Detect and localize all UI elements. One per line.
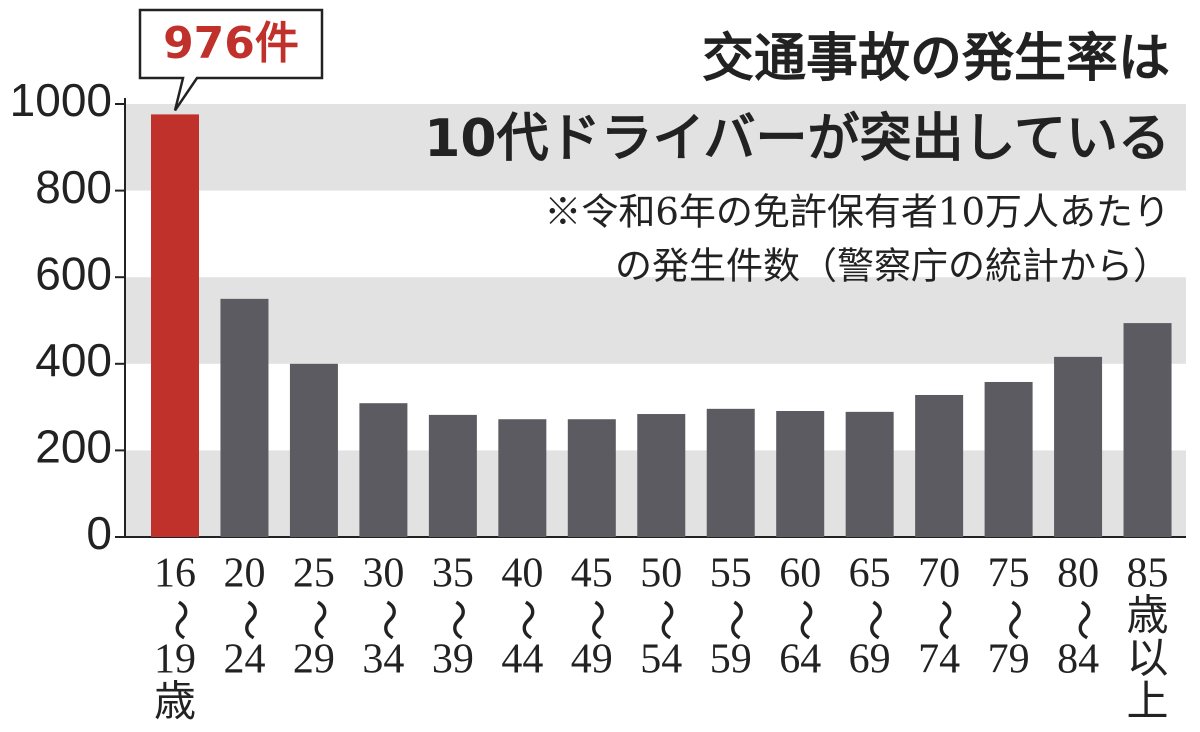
- bar: [1123, 323, 1172, 537]
- x-tick-label: 〜: [919, 599, 965, 641]
- y-tick-label: 0: [86, 507, 112, 559]
- x-tick-label: 〜: [572, 599, 618, 641]
- x-tick-label: 〜: [503, 599, 549, 641]
- chart-note: の発生件数（警察庁の統計から）: [615, 245, 1170, 288]
- y-tick-label: 200: [35, 421, 112, 473]
- x-tick-label: 39: [432, 637, 474, 683]
- x-tick-label: 40: [501, 551, 543, 597]
- x-tick-label: 65: [849, 551, 891, 597]
- x-tick-label: 〜: [711, 599, 757, 641]
- x-tick-label: 79: [988, 637, 1030, 683]
- callout-box: [138, 8, 324, 112]
- x-tick-label: 25: [293, 551, 335, 597]
- x-tick-label: 45: [571, 551, 613, 597]
- x-tick-label: 29: [293, 637, 335, 683]
- x-tick-label: 70: [918, 551, 960, 597]
- x-tick-label: 85: [1127, 551, 1169, 597]
- bar: [776, 410, 825, 537]
- x-tick-label: 60: [779, 551, 821, 597]
- x-tick-label: 24: [223, 637, 265, 683]
- chart-title: 10代ドライバーが突出している: [424, 109, 1170, 169]
- x-tick-label: 以: [1127, 637, 1169, 683]
- x-tick-label: 69: [849, 637, 891, 683]
- x-tick-label: 歳: [154, 680, 196, 726]
- bar: [567, 419, 616, 537]
- x-tick-label: 75: [988, 551, 1030, 597]
- x-tick-label: 84: [1057, 637, 1099, 683]
- x-tick-label: 〜: [850, 599, 896, 641]
- chart-note: ※令和6年の免許保有者10万人あたり: [544, 191, 1170, 234]
- x-tick-label: 上: [1127, 680, 1169, 726]
- bar: [845, 411, 894, 537]
- x-tick-label: 〜: [294, 599, 340, 641]
- grid-band: [125, 277, 1186, 364]
- x-tick-label: 〜: [781, 599, 827, 641]
- y-tick-label: 600: [35, 247, 112, 299]
- x-tick-label: 20: [223, 551, 265, 597]
- chart-title: 交通事故の発生率は: [702, 29, 1170, 89]
- bar: [151, 114, 199, 537]
- bar: [915, 394, 964, 537]
- x-tick-label: 16: [154, 551, 196, 597]
- x-tick-label: 50: [640, 551, 682, 597]
- y-tick-label: 400: [35, 334, 112, 386]
- bar: [220, 298, 269, 537]
- x-tick-label: 歳: [1127, 594, 1169, 640]
- value-label: 976件: [163, 18, 299, 69]
- bar: [984, 381, 1033, 537]
- x-tick-label: 59: [710, 637, 752, 683]
- bar: [359, 403, 408, 537]
- x-tick-label: 〜: [225, 599, 271, 641]
- grid-band: [125, 104, 1186, 191]
- x-tick-label: 49: [571, 637, 613, 683]
- bar: [706, 408, 755, 537]
- bar: [289, 363, 338, 537]
- x-tick-label: 44: [501, 637, 543, 683]
- bar: [428, 414, 477, 537]
- x-tick-label: 80: [1057, 551, 1099, 597]
- x-tick-label: 〜: [433, 599, 479, 641]
- x-tick-label: 34: [362, 637, 404, 683]
- x-tick-label: 19: [154, 637, 196, 683]
- x-tick-label: 〜: [989, 599, 1035, 641]
- x-tick-label: 〜: [642, 599, 688, 641]
- x-tick-label: 55: [710, 551, 752, 597]
- x-tick-label: 〜: [1058, 599, 1104, 641]
- bar: [498, 419, 547, 537]
- y-tick-label: 800: [35, 161, 112, 213]
- x-tick-label: 35: [432, 551, 474, 597]
- x-tick-label: 〜: [155, 599, 201, 641]
- x-tick-label: 30: [362, 551, 404, 597]
- bar: [1054, 356, 1103, 537]
- x-tick-label: 〜: [364, 599, 410, 641]
- x-tick-label: 64: [779, 637, 821, 683]
- bar: [637, 414, 686, 537]
- y-tick-label: 1000: [10, 74, 112, 126]
- x-tick-label: 74: [918, 637, 960, 683]
- x-tick-label: 54: [640, 637, 682, 683]
